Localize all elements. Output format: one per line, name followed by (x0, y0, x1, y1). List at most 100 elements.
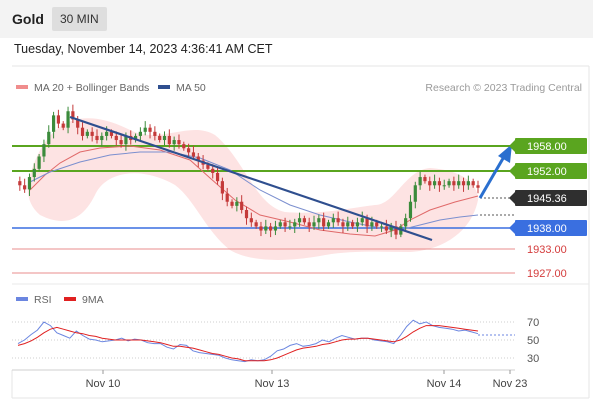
candle-body (196, 156, 200, 161)
rsi-tick-50: 50 (527, 335, 539, 347)
candle-body (235, 201, 239, 206)
candle-body (124, 135, 128, 145)
candle-body (90, 131, 94, 136)
candle-body (244, 209, 249, 219)
candle-body (293, 222, 297, 227)
candle-body (447, 181, 451, 186)
projection-arrow-head (498, 144, 512, 163)
candle-body (133, 135, 138, 141)
candle-body (76, 119, 80, 128)
x-tick-0: Nov 10 (86, 378, 121, 390)
candle-body (254, 222, 258, 227)
candle-body (288, 226, 292, 228)
price-tag-1958-bg (515, 138, 587, 154)
price-tag-1958-notch (509, 140, 515, 152)
candle-body (177, 140, 181, 145)
candle-body (432, 181, 437, 186)
candle-body (312, 222, 316, 227)
candle-body (80, 127, 85, 136)
price-tag-1938: 1938.00 (527, 223, 567, 235)
candle-body (206, 164, 210, 169)
candle-body (61, 123, 65, 128)
candle-body (418, 177, 422, 186)
candle-body (249, 218, 253, 223)
candle-body (18, 181, 22, 186)
projection-arrow-shaft (478, 154, 507, 199)
legend-swatch-ma50 (158, 85, 170, 89)
x-tick-3: Nov 23 (493, 378, 528, 390)
ma50-line (29, 151, 479, 231)
candle-body (56, 115, 61, 124)
candle-body (187, 148, 191, 153)
candle-body (23, 185, 27, 190)
ma9-legend-label: 9MA (82, 294, 104, 306)
candle-body (71, 111, 75, 120)
rsi-tick-70: 70 (527, 317, 539, 329)
candle-body (230, 201, 234, 206)
candle-body (437, 181, 442, 186)
candle-body (42, 144, 46, 157)
candle-body (51, 115, 56, 132)
rsi-legend-swatch (16, 297, 28, 301)
candle-body (143, 127, 147, 132)
candle-body (153, 131, 157, 136)
candle-body (428, 181, 432, 186)
candle-body (100, 135, 104, 141)
candle-body (162, 135, 167, 141)
symbol-label: Gold (12, 11, 44, 27)
bollinger-band (27, 118, 478, 260)
candle-body (360, 218, 364, 223)
price-tag-current: 1945.36 (527, 193, 567, 205)
candle-body (240, 201, 244, 210)
candle-body (138, 131, 142, 136)
candle-body (389, 226, 393, 231)
candle-body (37, 156, 41, 169)
candle-body (158, 135, 162, 141)
price-tag-current-notch (509, 192, 515, 204)
rsi-tick-30: 30 (527, 353, 539, 365)
candle-body (95, 135, 99, 141)
legend-bollinger: MA 20 + Bollinger Bands (34, 82, 149, 94)
candle-body (182, 144, 186, 149)
candle-body (259, 226, 263, 231)
candle-body (365, 218, 369, 227)
candle-body (297, 218, 302, 223)
candle-body (408, 201, 413, 219)
candle-body (109, 131, 114, 136)
x-tick-2: Nov 14 (427, 378, 462, 390)
price-tag-1952-notch (509, 165, 515, 177)
candle-body (148, 127, 152, 132)
candle-body (336, 218, 340, 223)
candle-body (225, 193, 229, 202)
candle-body (355, 222, 360, 227)
candle-body (215, 172, 220, 182)
candle-body (172, 140, 176, 145)
candle-body (370, 222, 374, 227)
candle-body (264, 226, 268, 231)
candle-body (341, 222, 345, 227)
price-tag-1952: 1952.00 (527, 166, 567, 178)
candle-body (452, 181, 456, 186)
candle-body (211, 168, 215, 173)
candle-body (220, 181, 224, 194)
price-tag-1958: 1958.00 (527, 141, 567, 153)
candle-body (273, 226, 278, 231)
price-tag-1933: 1933.00 (527, 244, 567, 256)
price-tag-1927: 1927.00 (527, 268, 567, 280)
candle-body (413, 185, 417, 202)
price-tag-1938-notch (509, 222, 515, 234)
rsi-ma9-line (17, 325, 479, 362)
candle-body (27, 177, 32, 190)
candle-body (457, 181, 461, 186)
timeframe-badge[interactable]: 30 MIN (52, 7, 107, 31)
downtrend-line (69, 115, 433, 242)
candlestick-series (18, 104, 480, 240)
candle-body (394, 226, 398, 235)
candle-body (379, 226, 384, 228)
rsi-legend-label: RSI (34, 294, 52, 306)
candle-body (404, 218, 408, 227)
candle-body (461, 181, 466, 186)
rsi-line (17, 319, 479, 363)
candle-body (307, 222, 311, 227)
candle-body (331, 218, 335, 223)
